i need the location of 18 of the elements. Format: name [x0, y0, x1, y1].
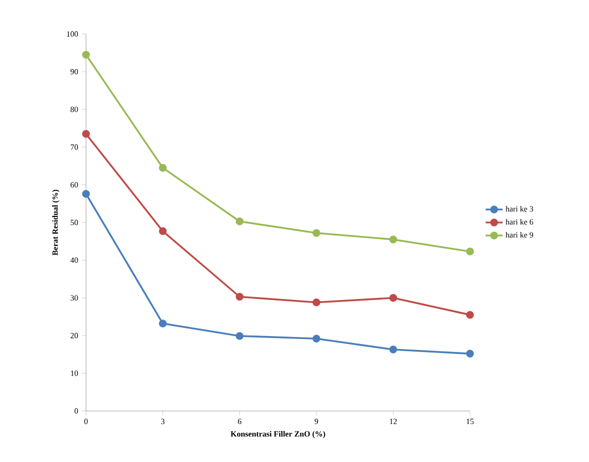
- point: [82, 190, 90, 198]
- point: [466, 310, 474, 319]
- point: [389, 236, 398, 244]
- point: [466, 350, 474, 358]
- point: [158, 164, 167, 172]
- point: [236, 217, 244, 226]
- point: [389, 346, 398, 354]
- point: [312, 334, 320, 342]
- point: [466, 248, 474, 256]
- point: [236, 332, 244, 340]
- point: [158, 320, 167, 328]
- point: [158, 227, 167, 236]
- point: [389, 294, 398, 302]
- point: [82, 130, 90, 138]
- point: [312, 229, 320, 237]
- point: [312, 298, 320, 306]
- point: [82, 50, 90, 59]
- point: [236, 292, 244, 301]
